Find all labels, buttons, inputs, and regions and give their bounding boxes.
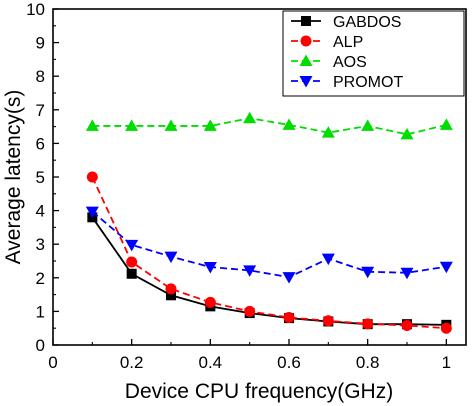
data-point-alp [362,318,374,330]
y-tick-label: 7 [36,101,45,120]
series-layer [85,111,453,334]
x-tick-label: 0 [48,353,57,372]
y-axis-label: Average latency(s) [2,90,25,265]
y-tick-label: 4 [36,202,45,221]
y-tick-label: 5 [36,168,45,187]
data-point-alp [126,256,138,268]
data-point-aos [361,119,375,131]
legend-label: AOS [333,54,367,71]
data-point-promot [243,265,257,277]
legend-marker [299,54,313,66]
data-point-alp [440,322,452,334]
series-line-gabdos [91,216,447,326]
data-point-promot [282,272,296,284]
y-tick-label: 2 [36,269,45,288]
legend-label: GABDOS [333,14,401,31]
series-line-aos [92,117,447,136]
x-axis-ticks: 0 0.2 0.4 0.6 0.8 1 [48,339,451,372]
y-tick-label: 6 [36,134,45,153]
data-point-gabdos [126,268,137,279]
legend-item-gabdos: GABDOS [291,14,401,31]
series-alp [86,171,452,334]
data-point-aos [321,126,335,138]
series-gabdos [87,212,452,330]
data-point-promot [321,253,335,266]
data-point-aos [125,119,139,131]
series-line-alp [91,176,447,330]
data-point-promot [203,262,217,274]
data-point-aos [203,119,217,131]
data-point-alp [165,283,177,295]
y-axis-ticks: 0 1 2 3 4 5 6 7 8 9 10 [26,0,59,355]
x-tick-label: 0.2 [120,353,144,372]
legend-item-aos: AOS [291,54,367,71]
legend-label: ALP [333,34,363,51]
legend-marker [301,16,311,26]
data-point-alp [86,171,98,183]
data-point-promot [400,267,414,280]
y-tick-label: 8 [36,67,45,86]
x-axis-label: Device CPU frequency(GHz) [125,380,393,403]
legend-marker [299,76,313,88]
data-point-aos [85,119,99,131]
series-promot [85,206,453,284]
data-point-alp [322,315,334,327]
data-point-alp [204,296,216,308]
y-tick-label: 1 [36,302,45,321]
series-aos [85,111,453,140]
y-tick-label: 3 [36,235,45,254]
x-tick-label: 0.4 [199,353,223,372]
data-point-aos [243,111,257,124]
legend: GABDOS ALP AOS PROMOT [282,10,465,97]
x-tick-label: 1 [442,353,451,372]
data-point-aos [282,118,296,130]
x-tick-label: 0.8 [356,353,380,372]
data-point-promot [164,251,178,264]
data-point-gabdos [166,290,176,301]
x-tick-label: 0.6 [277,353,301,372]
y-tick-label: 0 [36,336,45,355]
data-point-alp [283,311,295,323]
y-tick-label: 10 [26,0,45,19]
legend-item-alp: ALP [291,34,363,51]
data-point-aos [164,119,178,131]
data-point-aos [439,118,453,130]
legend-marker [300,35,312,47]
legend-label: PROMOT [333,74,403,91]
data-point-alp [244,305,256,317]
data-point-aos [400,127,414,140]
legend-item-promot: PROMOT [291,74,403,91]
data-point-promot [125,239,139,252]
data-point-promot [361,266,375,279]
data-point-promot [85,206,99,219]
y-tick-label: 9 [36,34,45,53]
data-point-promot [439,261,453,274]
series-line-promot [91,210,447,279]
data-point-alp [401,320,413,332]
